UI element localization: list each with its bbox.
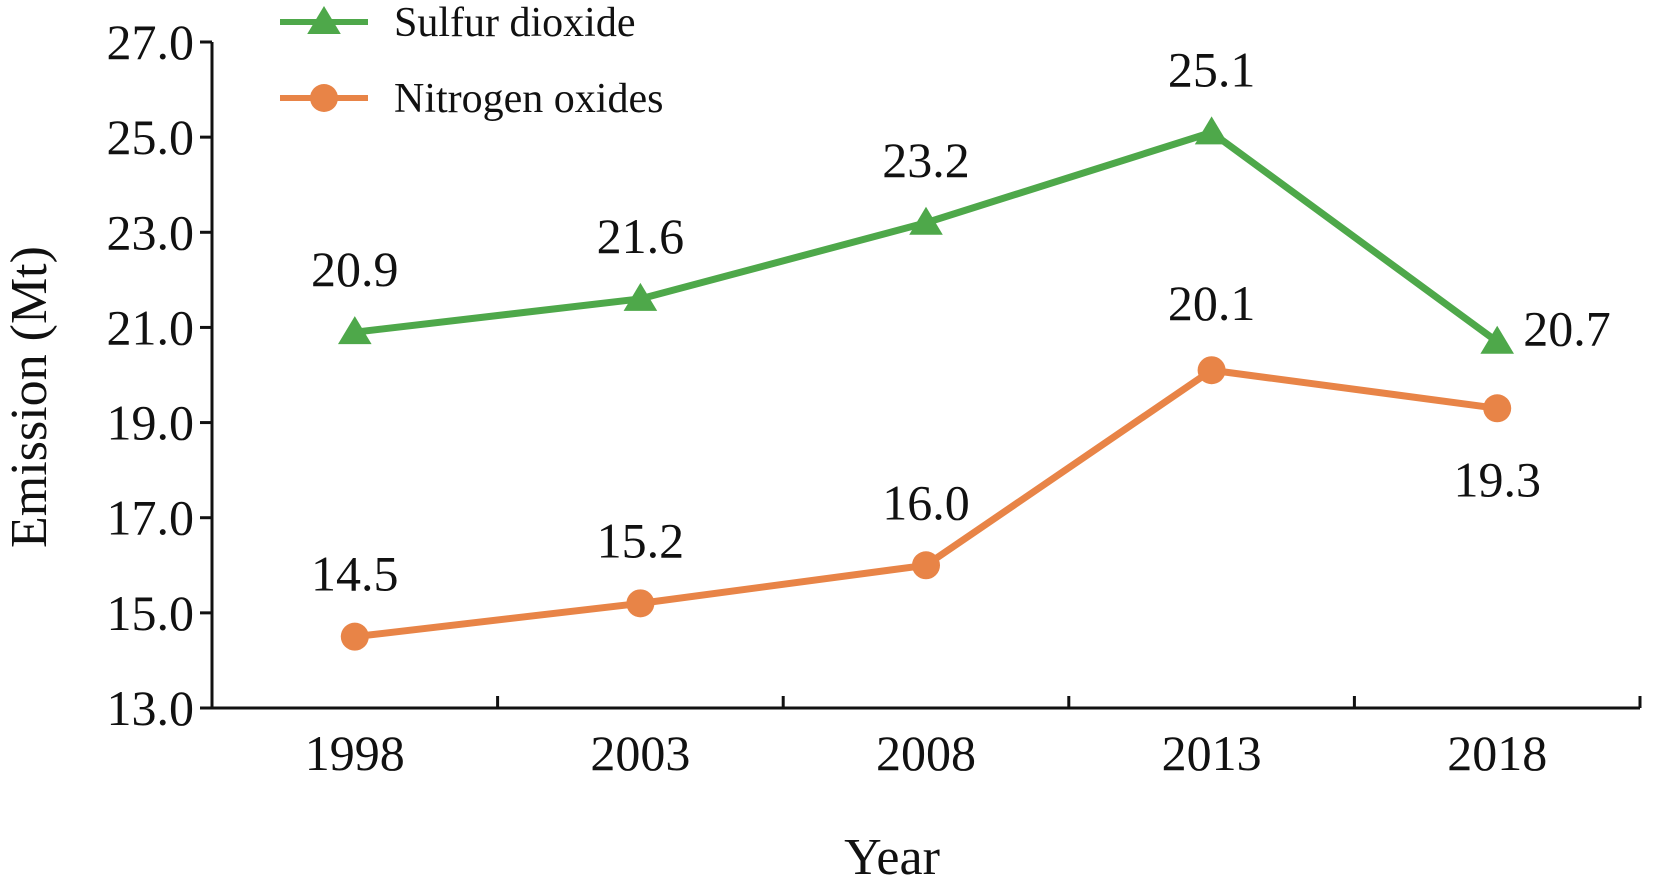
data-point-sulfur-dioxide	[1194, 116, 1229, 145]
y-axis-title: Emission (Mt)	[1, 246, 58, 548]
data-label-nitrogen-oxides: 14.5	[311, 546, 399, 602]
y-tick-label: 25.0	[107, 109, 195, 165]
data-point-sulfur-dioxide	[909, 206, 943, 235]
data-label-sulfur-dioxide: 25.1	[1168, 41, 1256, 97]
data-label-nitrogen-oxides: 20.1	[1168, 275, 1256, 331]
legend: Sulfur dioxide Nitrogen oxides	[280, 0, 663, 122]
data-label-nitrogen-oxides: 19.3	[1453, 451, 1541, 507]
x-axis-ticks: 1998 2003 2008 2013 2018	[305, 696, 1642, 781]
data-point-nitrogen-oxides	[1483, 394, 1512, 423]
data-labels: 20.9 21.6 23.2 25.1 20.7 14.5 15.2 16.0 20.1 19.3	[311, 41, 1611, 601]
x-tick-label: 1998	[305, 725, 405, 781]
data-label-sulfur-dioxide: 20.7	[1523, 301, 1611, 357]
data-point-nitrogen-oxides	[912, 551, 940, 580]
data-label-sulfur-dioxide: 23.2	[882, 132, 970, 188]
legend-marker-nitrogen-oxides	[310, 84, 338, 112]
series-group	[338, 116, 1514, 651]
data-label-sulfur-dioxide: 20.9	[311, 241, 399, 297]
data-point-nitrogen-oxides	[1197, 356, 1226, 385]
y-tick-label: 27.0	[107, 14, 195, 70]
data-label-nitrogen-oxides: 16.0	[882, 474, 970, 530]
legend-label-nitrogen-oxides: Nitrogen oxides	[394, 76, 663, 122]
data-point-sulfur-dioxide	[338, 316, 372, 345]
y-tick-label: 21.0	[107, 299, 195, 355]
y-tick-label: 19.0	[107, 395, 195, 451]
x-tick-label: 2008	[876, 725, 976, 781]
data-label-nitrogen-oxides: 15.2	[597, 512, 685, 568]
x-tick-label: 2003	[590, 725, 690, 781]
x-tick-label: 2013	[1162, 725, 1262, 781]
legend-marker-sulfur-dioxide	[307, 6, 341, 34]
data-point-sulfur-dioxide	[1480, 325, 1514, 354]
x-axis-title: Year	[844, 829, 940, 879]
data-point-nitrogen-oxides	[340, 622, 369, 651]
y-tick-label: 15.0	[107, 585, 195, 641]
x-tick-label: 2018	[1447, 725, 1547, 781]
data-point-nitrogen-oxides	[626, 589, 655, 618]
y-axis-ticks: 13.0 15.0 17.0 19.0 21.0 23.0 25.0 27.0	[107, 14, 212, 736]
y-tick-label: 23.0	[107, 204, 195, 260]
y-tick-label: 13.0	[107, 680, 195, 736]
data-label-sulfur-dioxide: 21.6	[597, 208, 685, 264]
legend-label-sulfur-dioxide: Sulfur dioxide	[394, 0, 635, 46]
data-point-sulfur-dioxide	[623, 282, 658, 311]
y-tick-label: 17.0	[107, 490, 195, 546]
